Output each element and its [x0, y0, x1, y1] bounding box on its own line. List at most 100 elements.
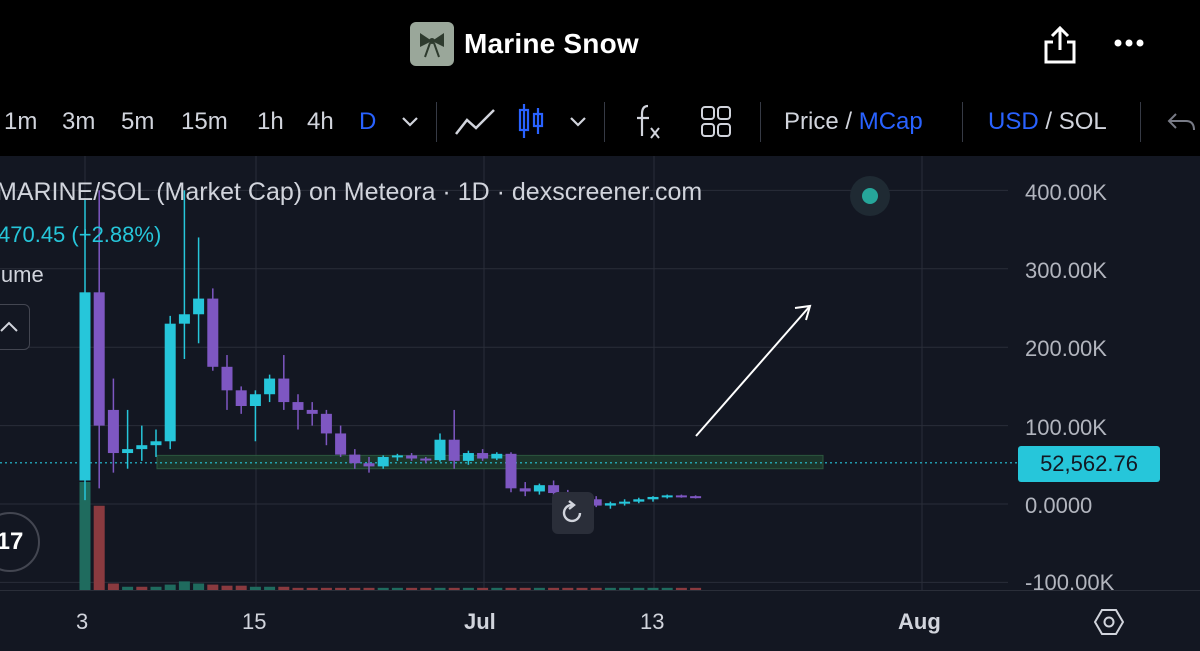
current-price-label: 52,562.76 — [1018, 446, 1160, 482]
candle[interactable] — [604, 501, 616, 509]
currency-toggle[interactable]: USD / SOL — [988, 88, 1107, 156]
candlestick-chart[interactable] — [0, 156, 1200, 590]
candle[interactable] — [434, 433, 446, 462]
indicators-fx-icon[interactable] — [632, 88, 664, 156]
volume-bar — [93, 505, 105, 590]
price-option[interactable]: Price — [784, 108, 839, 135]
interval-5m[interactable]: 5m — [121, 108, 155, 135]
candle[interactable] — [249, 390, 261, 442]
support-zone-rectangle[interactable] — [156, 454, 824, 470]
candle[interactable] — [306, 402, 318, 426]
candle[interactable] — [491, 452, 503, 461]
candle-body — [150, 441, 162, 446]
interval-3m[interactable]: 3m — [62, 108, 96, 135]
volume-bar — [690, 587, 702, 590]
volume-bar — [320, 587, 332, 590]
volume-bar — [647, 587, 659, 590]
sol-option[interactable]: SOL — [1058, 108, 1107, 135]
candle[interactable] — [690, 495, 702, 499]
candle[interactable] — [93, 190, 105, 489]
candle[interactable] — [505, 452, 517, 493]
candle[interactable] — [335, 425, 347, 457]
candle[interactable] — [193, 237, 205, 344]
x-axis-tick: Jul — [464, 609, 496, 634]
interval-d[interactable]: D — [359, 108, 377, 135]
chart-pane[interactable]: MARINE/SOL (Market Cap) on Meteora · 1D … — [0, 156, 1200, 595]
x-axis-tick: 13 — [640, 609, 665, 634]
toolbar-divider — [604, 102, 605, 142]
candle[interactable] — [164, 315, 176, 450]
candle[interactable] — [420, 456, 432, 464]
candle[interactable] — [363, 456, 375, 473]
candle[interactable] — [519, 482, 531, 497]
volume-bar — [107, 583, 119, 590]
volume-bar — [278, 586, 290, 590]
interval-1m[interactable]: 1m — [4, 108, 38, 135]
candle[interactable] — [178, 190, 190, 359]
candlestick-icon[interactable] — [516, 88, 546, 156]
candle[interactable] — [462, 450, 474, 465]
candle[interactable] — [278, 355, 290, 410]
volume-bar — [122, 586, 134, 590]
candle-body — [178, 314, 190, 324]
price-mcap-toggle[interactable]: Price / MCap — [784, 88, 923, 156]
reset-chart-button[interactable] — [552, 492, 594, 534]
interval-4h[interactable]: 4h — [307, 108, 334, 135]
volume-bar — [249, 586, 261, 590]
candle[interactable] — [320, 409, 332, 446]
line-chart-icon[interactable] — [454, 88, 496, 156]
candle-body — [93, 292, 105, 426]
candle[interactable] — [107, 378, 119, 473]
candle[interactable] — [590, 496, 602, 508]
candle[interactable] — [647, 496, 659, 502]
undo-icon[interactable] — [1164, 88, 1200, 156]
volume-bar — [306, 587, 318, 590]
y-axis-tick: 0.0000 — [1025, 493, 1093, 518]
more-dots-icon[interactable] — [1110, 28, 1150, 58]
candle[interactable] — [122, 409, 134, 469]
candle-body — [193, 298, 205, 315]
volume-bar — [391, 587, 403, 590]
chart-type-chevron-icon[interactable] — [566, 88, 590, 156]
toolbar-divider — [760, 102, 761, 142]
time-axis[interactable]: 3 15 Jul 13 Aug — [0, 590, 1200, 651]
candle-body — [477, 453, 489, 459]
candle[interactable] — [349, 449, 361, 469]
interval-dropdown-chevron-icon[interactable] — [398, 88, 422, 156]
interval-15m[interactable]: 15m — [181, 108, 228, 135]
candle[interactable] — [533, 483, 545, 495]
share-icon[interactable] — [1040, 24, 1080, 66]
usd-option[interactable]: USD — [988, 108, 1039, 135]
candle-body — [249, 394, 261, 406]
trend-arrow-head-icon — [794, 304, 812, 321]
candle[interactable] — [292, 394, 304, 430]
candle[interactable] — [448, 409, 460, 469]
candle[interactable] — [150, 429, 162, 457]
candle[interactable] — [207, 288, 219, 371]
candle-body — [590, 499, 602, 506]
candle[interactable] — [235, 386, 247, 414]
candle[interactable] — [477, 449, 489, 461]
interval-1h[interactable]: 1h — [257, 108, 284, 135]
candle[interactable] — [221, 355, 233, 410]
layouts-grid-icon[interactable] — [700, 88, 732, 156]
trend-arrow-line[interactable] — [695, 305, 811, 437]
collapse-legend-button[interactable] — [0, 304, 30, 350]
candle[interactable] — [633, 497, 645, 504]
top-bar: Marine Snow — [0, 0, 1200, 88]
mcap-option[interactable]: MCap — [858, 108, 923, 135]
app-title: Marine Snow — [464, 28, 639, 59]
candle-body — [363, 463, 375, 467]
candle[interactable] — [79, 198, 91, 501]
volume-bar — [590, 587, 602, 590]
candle[interactable] — [391, 453, 403, 461]
candle[interactable] — [406, 453, 418, 461]
candle[interactable] — [377, 455, 389, 469]
candle[interactable] — [619, 499, 631, 506]
candle[interactable] — [264, 374, 276, 403]
settings-hexagon-icon[interactable] — [1093, 607, 1125, 637]
candle[interactable] — [675, 494, 687, 498]
candle[interactable] — [661, 494, 673, 499]
volume-bar — [178, 581, 190, 590]
candle[interactable] — [136, 425, 148, 461]
